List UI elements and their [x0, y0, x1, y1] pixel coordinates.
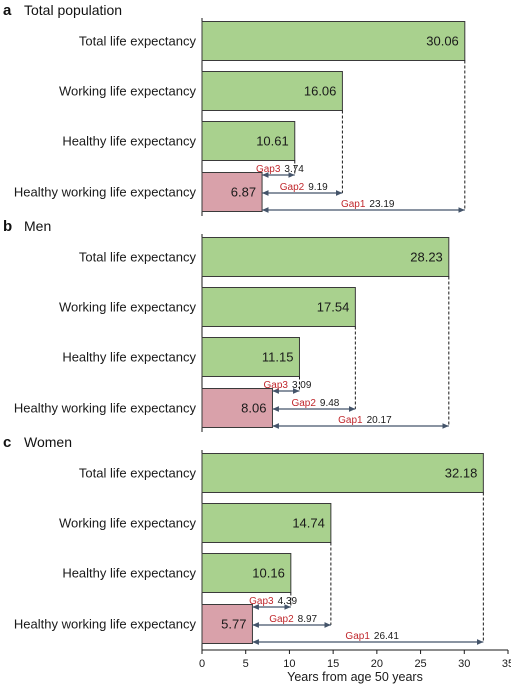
gap-name-label: Gap1: [341, 199, 366, 210]
gap-name-label: Gap3: [249, 596, 274, 607]
data-label: 28.23: [410, 250, 443, 265]
data-label: 16.06: [304, 84, 337, 99]
bar-healthy-working-life-expectancy: [201, 388, 273, 428]
gap-name-label: Gap2: [269, 614, 294, 625]
category-label: Healthy working life expectancy: [14, 617, 197, 632]
gap-value-label: 4.39: [278, 596, 298, 607]
bar-working-life-expectancy: [201, 503, 332, 543]
data-label: 14.74: [292, 516, 325, 531]
gap-name-label: Gap3: [264, 380, 289, 391]
x-tick-label: 30: [458, 658, 470, 670]
gap-name-label: Gap3: [256, 164, 281, 175]
bar-total-life-expectancy: [201, 453, 484, 493]
data-label: 6.87: [231, 185, 256, 200]
bar-healthy-life-expectancy: [201, 121, 296, 161]
bar-working-life-expectancy: [201, 287, 356, 327]
category-label: Healthy life expectancy: [62, 566, 196, 581]
x-tick-label: 5: [243, 658, 249, 670]
panel-c: c Women Total life expectancy 32.18 Working …: [3, 434, 484, 650]
gap-value-label: 8.97: [298, 614, 318, 625]
data-label: 17.54: [317, 300, 350, 315]
x-tick-label: 0: [199, 658, 205, 670]
x-tick-label: 10: [283, 658, 295, 670]
x-tick-label: 20: [371, 658, 383, 670]
bar-healthy-life-expectancy: [201, 337, 300, 377]
data-label: 10.61: [256, 134, 289, 149]
gap-value-label: 3.74: [284, 164, 304, 175]
gap-value-label: 9.19: [308, 182, 328, 193]
panel-label: a: [3, 2, 12, 19]
category-label: Healthy life expectancy: [62, 350, 196, 365]
panel-title: Men: [24, 218, 51, 234]
bar-healthy-working-life-expectancy: [201, 604, 253, 644]
category-label: Working life expectancy: [59, 84, 197, 99]
category-label: Total life expectancy: [79, 34, 197, 49]
data-label: 10.16: [252, 566, 285, 581]
x-axis-title: Years from age 50 years: [287, 670, 423, 684]
category-label: Working life expectancy: [59, 516, 197, 531]
gap-value-label: 23.19: [369, 199, 394, 210]
category-label: Healthy working life expectancy: [14, 185, 197, 200]
data-label: 11.15: [262, 350, 294, 365]
data-label: 8.06: [241, 401, 266, 416]
panel-label: c: [3, 434, 11, 451]
x-tick-label: 25: [414, 658, 426, 670]
gap-value-label: 9.48: [320, 398, 340, 409]
gap-value-label: 26.41: [374, 631, 399, 642]
x-tick-label: 15: [327, 658, 339, 670]
x-tick-label: 35: [502, 658, 511, 670]
bar-working-life-expectancy: [201, 71, 343, 111]
gap-name-label: Gap2: [291, 398, 316, 409]
gap-name-label: Gap1: [345, 631, 370, 642]
bar-total-life-expectancy: [201, 237, 450, 277]
category-label: Total life expectancy: [79, 466, 197, 481]
bar-healthy-life-expectancy: [201, 553, 292, 593]
gap-name-label: Gap1: [338, 415, 363, 426]
panel-a: a Total population Total life expectancy 30…: [3, 2, 466, 216]
gap-name-label: Gap2: [280, 182, 305, 193]
panel-title: Women: [24, 434, 72, 450]
data-label: 30.06: [426, 34, 459, 49]
panel-title: Total population: [24, 2, 122, 18]
panel-label: b: [3, 218, 12, 235]
bar-total-life-expectancy: [201, 21, 466, 61]
category-label: Working life expectancy: [59, 300, 197, 315]
panel-b: b Men Total life expectancy 28.23 Working li…: [3, 218, 450, 432]
x-axis: 0 5 10 15 20 25 30 35 Years from age 50 years: [199, 649, 511, 684]
category-label: Healthy working life expectancy: [14, 401, 197, 416]
category-label: Healthy life expectancy: [62, 134, 196, 149]
data-label: 5.77: [221, 617, 246, 632]
data-label: 32.18: [445, 466, 478, 481]
gap-value-label: 3.09: [292, 380, 312, 391]
gap-value-label: 20.17: [367, 415, 392, 426]
category-label: Total life expectancy: [79, 250, 197, 265]
